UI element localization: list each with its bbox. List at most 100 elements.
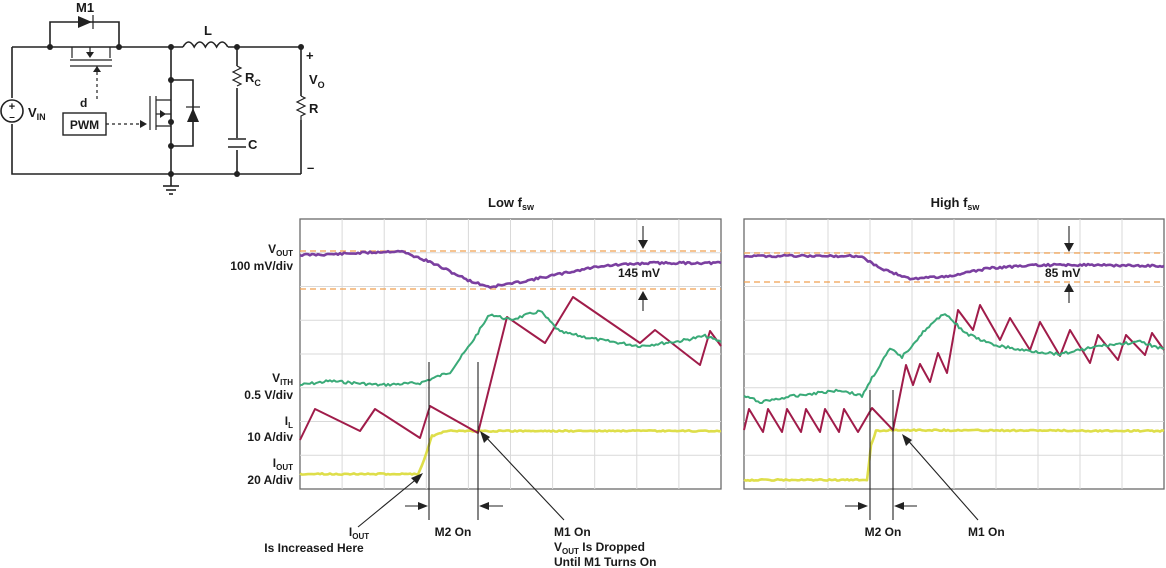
vout-channel-label: VOUT: [268, 242, 293, 258]
buck-converter-schematic: + – M1 L RC C VO R + – VIN d PWM: [0, 0, 325, 195]
iout-callout-line2: Is Increased Here: [264, 541, 364, 555]
low-m1-callout-leader: [482, 433, 565, 521]
capacitor-label: C: [248, 137, 258, 152]
node-dot: [168, 143, 174, 149]
high-il-trace: [743, 304, 1165, 433]
iout-scale-label: 20 A/div: [247, 473, 293, 487]
vo-label-sub: O: [318, 80, 325, 90]
low-fsw-title-main: Low f: [488, 195, 523, 210]
vin-label-sub: IN: [37, 112, 46, 122]
source-plus-sign: +: [9, 101, 15, 113]
high-arrowhead-right: [894, 502, 904, 510]
m1-mosfet-symbol: [70, 47, 112, 67]
low-m1-on-label-line2: VOUT Is Dropped: [554, 540, 645, 556]
il-channel-label: IL: [285, 414, 293, 430]
low-m1-on-label-line3: Until M1 Turns On: [554, 555, 656, 568]
low-fsw-scope-panel: 145 mV: [299, 218, 722, 490]
vith-channel-name: V: [272, 371, 280, 385]
low-m1-line2-rest: Is Dropped: [579, 540, 645, 554]
high-vith-trace: [743, 313, 1165, 404]
high-fsw-title-main: High f: [931, 195, 968, 210]
vith-channel-sub: ITH: [280, 378, 293, 387]
high-fsw-scope-panel: 85 mV: [743, 218, 1165, 490]
low-dv-annotation: 145 mV: [618, 266, 660, 280]
iout-channel-sub: OUT: [276, 463, 293, 472]
high-vout-trace: [743, 253, 1165, 281]
duty-label: d: [80, 96, 87, 110]
iout-callout-name: I: [349, 525, 352, 539]
bottom-rail-wire: [11, 47, 301, 175]
high-timing-markers: [845, 390, 979, 521]
node-dot: [47, 44, 53, 50]
ground-symbol: [163, 174, 179, 195]
load-resistor-symbol: [295, 95, 307, 120]
low-m1-line2-sub: OUT: [562, 547, 579, 556]
vin-label-main: V: [28, 105, 37, 120]
high-m1-on-label: M1 On: [968, 525, 1005, 539]
vo-plus-label: +: [306, 48, 314, 63]
m1-label: M1: [76, 0, 94, 15]
vo-label: VO: [309, 72, 325, 90]
source-minus-sign: –: [9, 112, 15, 123]
rc-resistor-symbol: [231, 65, 243, 87]
low-dv-arrows: [638, 226, 648, 311]
vith-channel-label: VITH: [272, 371, 293, 387]
node-dot: [168, 119, 174, 125]
high-iout-trace: [743, 428, 1165, 483]
low-m2-on-label: M2 On: [435, 525, 472, 539]
high-m2-on-label: M2 On: [865, 525, 902, 539]
m1-diode-loop: [49, 21, 120, 47]
low-timing-markers: [357, 362, 565, 528]
m2-diode-loop: [171, 79, 194, 147]
low-fsw-title-sub: sw: [522, 202, 535, 212]
pwm-label: PWM: [70, 118, 99, 132]
low-m1-on-label-line1: M1 On: [554, 525, 591, 539]
vin-source-symbol: [0, 99, 24, 123]
m1-gate-arrow: [93, 66, 101, 72]
channel-scale-labels: VOUT 100 mV/div VITH 0.5 V/div IL 10 A/d…: [230, 242, 293, 487]
iout-callout-leader: [357, 476, 420, 528]
low-vith-trace: [299, 309, 722, 387]
low-vout-trace: [299, 249, 722, 289]
low-arrowhead-left: [418, 502, 428, 510]
inductor-symbol: [182, 41, 229, 49]
high-fsw-title-sub: sw: [967, 202, 980, 212]
node-dot: [168, 77, 174, 83]
iout-channel-name: I: [273, 456, 276, 470]
high-m1-callout-arrowhead: [902, 434, 912, 446]
m1-diode-symbol: [78, 15, 94, 29]
rc-label: RC: [245, 70, 261, 88]
m2-gate-arrow: [140, 120, 147, 128]
low-fsw-grid: [300, 219, 721, 489]
iout-callout-sub: OUT: [352, 532, 369, 541]
low-m1-callout-arrowhead: [480, 431, 490, 443]
m2-diode-symbol: [186, 106, 200, 122]
capacitor-symbol: [228, 138, 246, 148]
vin-label: VIN: [28, 105, 46, 122]
m2-mosfet-symbol: [149, 96, 171, 130]
node-dot: [234, 171, 240, 177]
il-scale-label: 10 A/div: [247, 430, 293, 444]
vout-scale-label: 100 mV/div: [230, 259, 293, 273]
node-dot: [116, 44, 122, 50]
iout-callout-line1: IOUT: [349, 525, 369, 541]
high-dv-annotation: 85 mV: [1045, 266, 1080, 280]
low-arrowhead-right: [479, 502, 489, 510]
load-resistor-label: R: [309, 101, 319, 116]
vout-channel-sub: OUT: [276, 249, 293, 258]
inductor-label: L: [204, 23, 212, 38]
high-arrowhead-left: [858, 502, 868, 510]
iout-channel-label: IOUT: [273, 456, 293, 472]
high-m1-callout-leader: [904, 436, 979, 521]
il-channel-sub: L: [288, 421, 293, 430]
vith-scale-label: 0.5 V/div: [244, 388, 293, 402]
low-iout-trace: [299, 428, 722, 477]
low-il-trace: [299, 296, 722, 441]
rc-label-sub: C: [254, 78, 261, 88]
il-channel-name: I: [285, 414, 288, 428]
high-dv-arrows: [1064, 226, 1074, 303]
iout-callout-arrowhead: [411, 473, 423, 484]
vo-label-main: V: [309, 72, 318, 87]
low-m1-line2-name: V: [554, 540, 562, 554]
